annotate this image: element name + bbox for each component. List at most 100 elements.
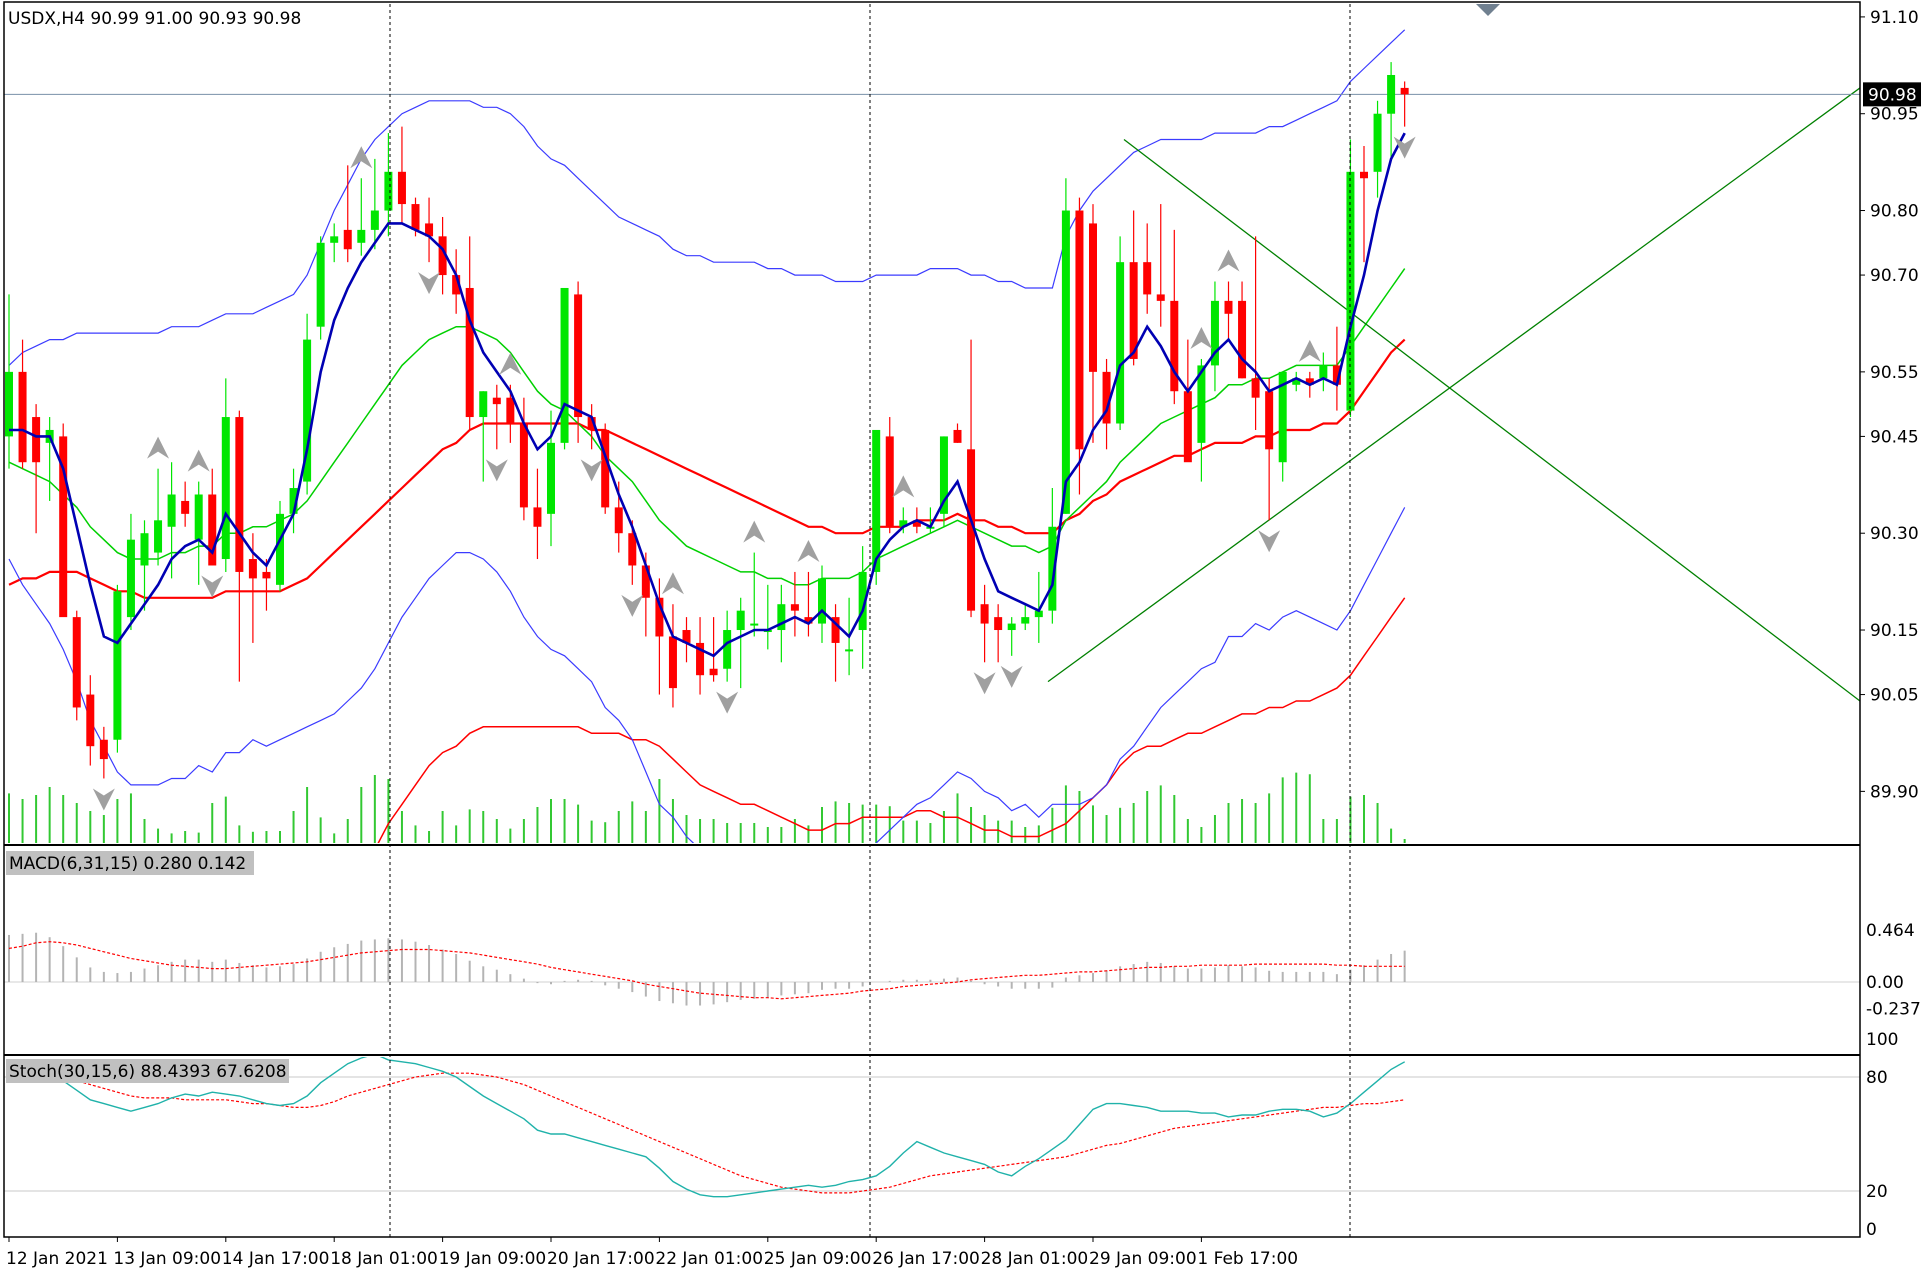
price-tick-label: 90.45 bbox=[1870, 427, 1919, 447]
candle-bearish bbox=[1224, 300, 1233, 314]
candle-bullish bbox=[858, 571, 867, 631]
chart-frame bbox=[3, 1, 1861, 1238]
candle-bullish bbox=[154, 520, 163, 553]
envelope-lower-line bbox=[377, 597, 1406, 843]
time-tick-label: 28 Jan 01:00 bbox=[981, 1249, 1089, 1269]
fractal-down-arrow bbox=[201, 575, 224, 598]
candle-bullish bbox=[140, 533, 149, 566]
candle-bearish bbox=[1400, 87, 1409, 95]
time-tick-label: 20 Jan 17:00 bbox=[547, 1249, 655, 1269]
candle-bearish bbox=[953, 429, 962, 443]
candle-bearish bbox=[1183, 391, 1192, 463]
candle-bullish bbox=[1210, 300, 1219, 366]
fractal-up-arrow bbox=[892, 475, 915, 498]
time-tick-label: 14 Jan 17:00 bbox=[222, 1249, 330, 1269]
fractal-down-arrow bbox=[716, 691, 739, 714]
candle-bearish bbox=[804, 617, 813, 624]
candle-bullish bbox=[845, 649, 854, 652]
candle-bullish bbox=[939, 436, 948, 514]
main-price-panel[interactable] bbox=[4, 29, 1860, 1011]
fractal-down-arrow bbox=[485, 459, 508, 482]
stoch-signal-line bbox=[9, 1072, 1405, 1194]
macd-tick-label: 0.00 bbox=[1866, 973, 1904, 993]
candle-bearish bbox=[655, 597, 664, 637]
candle-bearish bbox=[967, 449, 976, 611]
candle-bearish bbox=[641, 565, 650, 598]
candle-bearish bbox=[614, 507, 623, 534]
fractal-down-arrow bbox=[1000, 665, 1023, 688]
price-tick-label: 89.90 bbox=[1870, 782, 1919, 802]
candle-bearish bbox=[912, 520, 921, 527]
candle-bearish bbox=[885, 436, 894, 527]
candle-bullish bbox=[736, 610, 745, 631]
candle-bullish bbox=[1197, 365, 1206, 443]
candle-bearish bbox=[1143, 262, 1152, 295]
price-tick-label: 90.70 bbox=[1870, 266, 1919, 286]
price-tick-label: 90.15 bbox=[1870, 621, 1919, 641]
candle-bearish bbox=[506, 397, 515, 424]
candle-bullish bbox=[221, 417, 230, 560]
outer-border bbox=[3, 1, 1861, 1238]
time-tick-label: 18 Jan 01:00 bbox=[330, 1249, 438, 1269]
candle-bearish bbox=[682, 630, 691, 643]
candle-bearish bbox=[262, 571, 271, 579]
stoch-tick-label: 0 bbox=[1866, 1220, 1877, 1240]
candle-bearish bbox=[601, 429, 610, 508]
stochastic-panel[interactable] bbox=[4, 1054, 1860, 1198]
stoch-tick-label: 100 bbox=[1866, 1030, 1898, 1050]
candle-bullish bbox=[1373, 113, 1382, 172]
macd-tick-label: 0.464 bbox=[1866, 921, 1915, 941]
candle-bearish bbox=[425, 223, 434, 237]
candle-bearish bbox=[1075, 210, 1084, 450]
price-tick-label: 90.80 bbox=[1870, 202, 1919, 222]
macd-panel[interactable] bbox=[4, 932, 1860, 1006]
candle-bullish bbox=[1292, 378, 1301, 385]
time-tick-label: 26 Jan 17:00 bbox=[872, 1249, 980, 1269]
fractal-up-arrow bbox=[1190, 326, 1213, 349]
candle-bearish bbox=[709, 668, 718, 676]
candle-bearish bbox=[994, 617, 1003, 631]
candle-bearish bbox=[1102, 371, 1111, 424]
candle-bearish bbox=[519, 423, 528, 508]
stoch-label-bg bbox=[6, 1059, 289, 1083]
candle-bullish bbox=[1007, 623, 1016, 631]
bollinger-upper-band bbox=[8, 29, 1406, 366]
candle-bullish bbox=[777, 604, 786, 631]
time-tick-label: 13 Jan 09:00 bbox=[113, 1249, 221, 1269]
fractal-down-arrow bbox=[1258, 530, 1281, 553]
candle-bearish bbox=[980, 604, 989, 624]
price-tick-label: 91.10 bbox=[1870, 8, 1919, 28]
candle-bearish bbox=[397, 171, 406, 205]
candle-bullish bbox=[167, 494, 176, 527]
time-axis: 12 Jan 2021 13 Jan 09:00 14 Jan 17:00 18 Ja… bbox=[6, 1237, 1298, 1269]
candle-bearish bbox=[1156, 294, 1165, 301]
candle-bearish bbox=[1251, 378, 1260, 398]
stoch-tick-label: 80 bbox=[1866, 1068, 1888, 1088]
candle-bearish bbox=[574, 294, 583, 418]
stoch-label: Stoch(30,15,6) 88.4393 67.6208 bbox=[9, 1062, 287, 1082]
envelope-upper-line bbox=[8, 338, 1406, 599]
candle-bullish bbox=[289, 488, 298, 514]
candle-bearish bbox=[790, 604, 799, 611]
candle-bearish bbox=[668, 636, 677, 689]
bollinger-lower-band bbox=[8, 507, 1406, 843]
fractal-up-arrow bbox=[350, 146, 373, 169]
candle-bearish bbox=[438, 236, 447, 276]
macd-signal-line bbox=[8, 941, 1405, 1000]
candle-bearish bbox=[831, 617, 840, 643]
candle-bearish bbox=[59, 436, 68, 618]
time-tick-label: 12 Jan 2021 bbox=[6, 1249, 108, 1269]
fractal-down-arrow bbox=[580, 459, 603, 482]
fractal-up-arrow bbox=[743, 520, 766, 543]
candle-bearish bbox=[18, 371, 27, 463]
price-tick-label: 90.30 bbox=[1870, 524, 1919, 544]
fractal-up-arrow bbox=[147, 436, 170, 459]
candle-bullish bbox=[330, 236, 339, 243]
candle-bullish bbox=[1116, 262, 1125, 424]
fractal-up-arrow bbox=[661, 572, 684, 595]
price-tick-label: 90.05 bbox=[1870, 686, 1919, 706]
trendline-rising bbox=[1047, 87, 1860, 683]
symbol-info-label: USDX,H4 90.99 91.00 90.93 90.98 bbox=[8, 9, 301, 29]
fractal-up-arrow bbox=[797, 539, 820, 562]
